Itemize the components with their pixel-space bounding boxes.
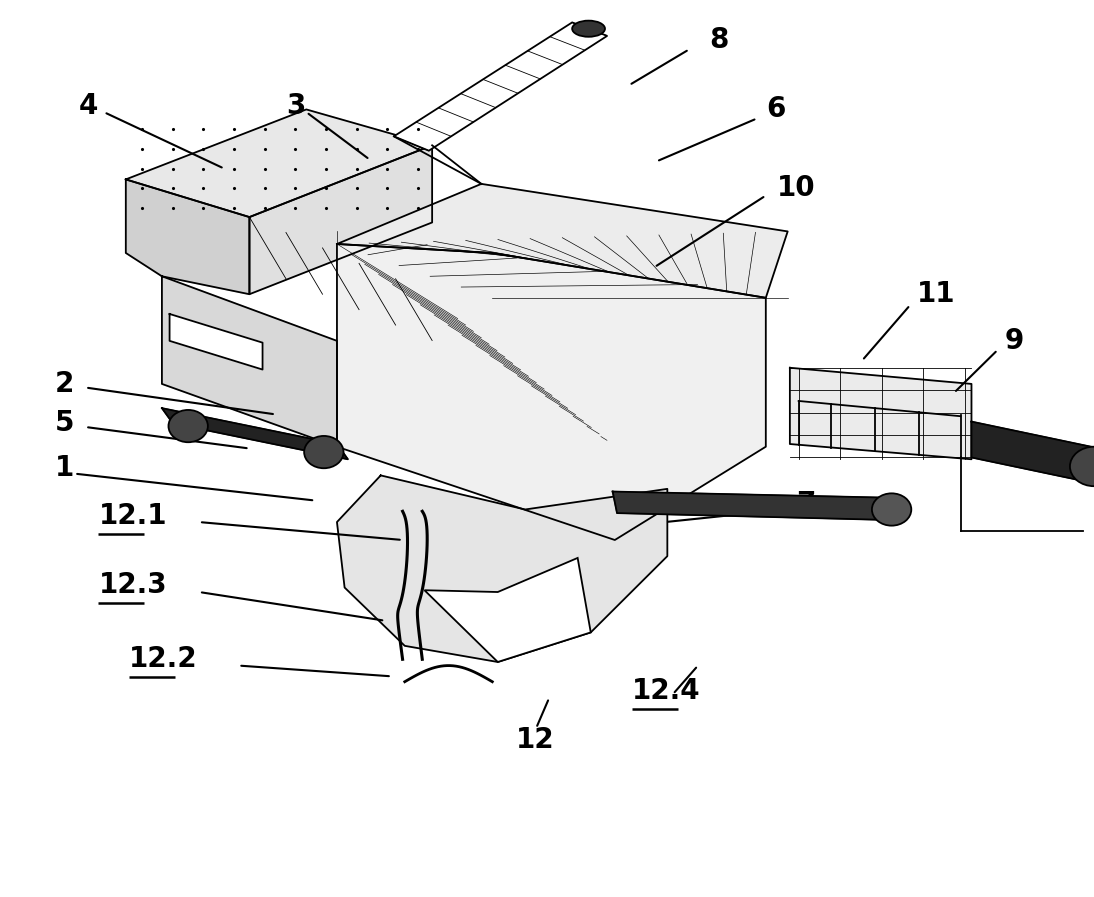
Circle shape [168,410,208,442]
Polygon shape [337,475,667,662]
Text: 6: 6 [766,95,785,124]
Text: 5: 5 [55,409,74,438]
Text: 11: 11 [917,280,955,309]
Circle shape [872,493,911,526]
Ellipse shape [572,21,605,37]
Text: 9: 9 [1004,327,1024,355]
Polygon shape [162,408,348,459]
Polygon shape [394,22,607,151]
Polygon shape [126,109,432,217]
Text: 1: 1 [55,454,74,483]
Text: 12: 12 [516,726,555,754]
Text: 3: 3 [287,91,306,120]
Text: 12.3: 12.3 [98,570,167,599]
Polygon shape [613,492,899,520]
Text: 2: 2 [55,370,74,398]
Polygon shape [170,314,263,370]
Circle shape [304,436,344,468]
Polygon shape [126,179,249,294]
Polygon shape [337,244,766,540]
Polygon shape [162,276,337,447]
Text: 12.4: 12.4 [632,676,701,705]
Polygon shape [337,184,788,298]
Circle shape [1070,447,1094,486]
Text: 12.1: 12.1 [98,501,167,530]
Text: 8: 8 [709,26,729,55]
Text: 7: 7 [796,490,816,518]
Polygon shape [971,422,1094,484]
Polygon shape [424,558,591,662]
Polygon shape [790,368,971,459]
Text: 10: 10 [777,174,815,203]
Text: 12.2: 12.2 [129,645,198,674]
Polygon shape [249,145,432,294]
Text: 4: 4 [79,91,98,120]
